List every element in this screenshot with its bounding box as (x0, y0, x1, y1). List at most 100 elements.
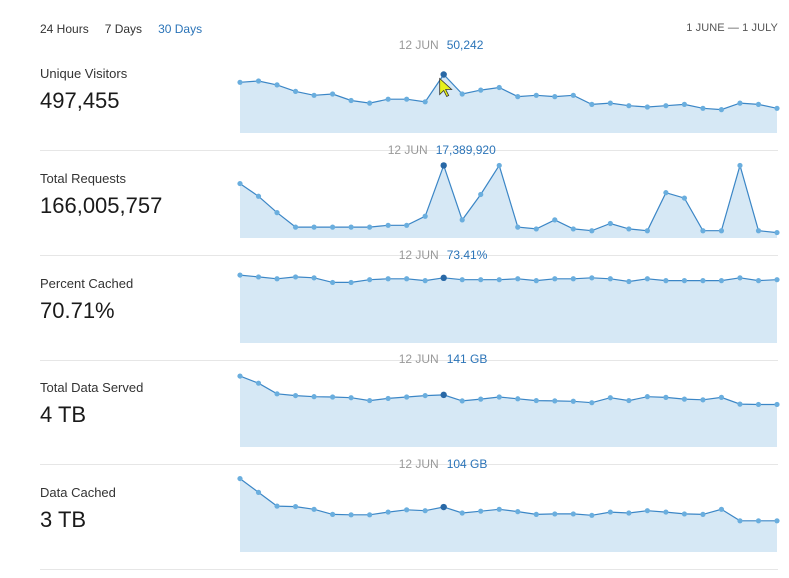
data-point (367, 397, 373, 404)
data-point (552, 398, 558, 404)
metric-percent-cached: Percent Cached 70.71% 12 JUN 73.41% (40, 248, 780, 361)
data-point (774, 229, 780, 236)
data-point (367, 100, 373, 106)
data-point (385, 509, 391, 515)
data-point (385, 222, 391, 228)
data-point (292, 503, 299, 510)
sparkline-chart[interactable] (237, 46, 780, 134)
data-point (385, 96, 391, 102)
data-point (292, 392, 299, 399)
data-point (700, 105, 706, 111)
sparkline-area (240, 376, 777, 447)
sparkline-chart[interactable] (237, 360, 780, 448)
data-point (329, 224, 336, 230)
data-point (774, 518, 780, 524)
data-point (718, 278, 725, 284)
date-range-label: 1 JUNE — 1 JULY (686, 22, 778, 34)
metric-value: 70.71% (40, 298, 115, 323)
data-point (422, 508, 428, 514)
data-point (626, 397, 632, 404)
range-24-hours[interactable]: 24 Hours (40, 22, 89, 36)
data-point (515, 224, 521, 230)
data-point (237, 180, 243, 187)
data-point (626, 510, 632, 516)
tooltip-date: 12 JUN (398, 248, 439, 262)
tooltip-date: 12 JUN (398, 38, 439, 52)
data-point (311, 92, 317, 98)
data-point (311, 394, 317, 400)
data-point (737, 162, 743, 169)
data-point (737, 518, 743, 524)
data-point (681, 511, 688, 517)
time-range-selector: 24 Hours 7 Days 30 Days (40, 22, 202, 36)
data-point (478, 508, 484, 514)
top-bar: 24 Hours 7 Days 30 Days 1 JUNE — 1 JULY (40, 22, 778, 42)
data-point (478, 87, 484, 93)
data-point (737, 401, 743, 407)
hovered-data-point (440, 503, 447, 511)
data-point (311, 224, 317, 230)
data-point (718, 228, 725, 234)
data-point (552, 511, 558, 517)
data-point (496, 277, 502, 283)
data-point (737, 275, 743, 281)
data-point (663, 103, 669, 109)
metric-label: Unique Visitors (40, 66, 128, 81)
data-point (459, 217, 465, 223)
data-point (552, 276, 558, 282)
data-point (404, 276, 410, 282)
hover-tooltip: 12 JUN 73.41% (399, 248, 488, 262)
data-point (774, 401, 780, 408)
data-point (755, 101, 762, 107)
data-point (274, 391, 280, 397)
data-point (755, 401, 762, 408)
metric-label: Percent Cached (40, 276, 134, 291)
data-point (348, 224, 354, 230)
data-point (644, 276, 650, 282)
data-point (404, 394, 410, 400)
data-point (663, 509, 669, 515)
data-point (348, 97, 354, 104)
data-point (515, 509, 521, 515)
sparkline-chart[interactable] (237, 151, 780, 239)
data-point (237, 272, 243, 278)
data-point (367, 512, 373, 518)
range-30-days[interactable]: 30 Days (158, 22, 203, 36)
data-point (700, 511, 706, 517)
data-point (718, 506, 725, 512)
sparkline-chart[interactable] (237, 256, 780, 344)
sparkline-area (240, 478, 777, 552)
data-point (311, 506, 317, 512)
sparkline-chart[interactable] (237, 465, 780, 553)
data-point (755, 228, 762, 234)
tooltip-date: 12 JUN (398, 352, 439, 366)
data-point (570, 511, 576, 517)
data-point (478, 396, 484, 402)
data-point (570, 398, 576, 404)
data-point (589, 512, 595, 518)
metric-total-requests: Total Requests 166,005,757 12 JUN 17,389,92… (40, 143, 780, 256)
data-point (329, 279, 336, 286)
data-point (644, 104, 650, 110)
data-point (589, 400, 595, 406)
data-point (570, 226, 576, 232)
range-7-days[interactable]: 7 Days (104, 22, 143, 36)
data-point (533, 278, 539, 284)
data-point (422, 278, 428, 284)
data-point (329, 91, 336, 97)
data-point (774, 105, 780, 111)
data-point (626, 103, 632, 109)
tooltip-date: 12 JUN (387, 143, 428, 157)
hovered-data-point (440, 274, 447, 282)
data-point (367, 224, 373, 230)
data-point (681, 101, 688, 107)
hovered-data-point (440, 71, 447, 78)
data-point (607, 395, 613, 401)
data-point (589, 228, 595, 234)
data-point (607, 100, 613, 106)
metric-value: 166,005,757 (40, 193, 163, 218)
data-point (755, 518, 762, 524)
data-point (292, 274, 299, 280)
data-point (255, 274, 262, 280)
data-point (644, 228, 650, 234)
